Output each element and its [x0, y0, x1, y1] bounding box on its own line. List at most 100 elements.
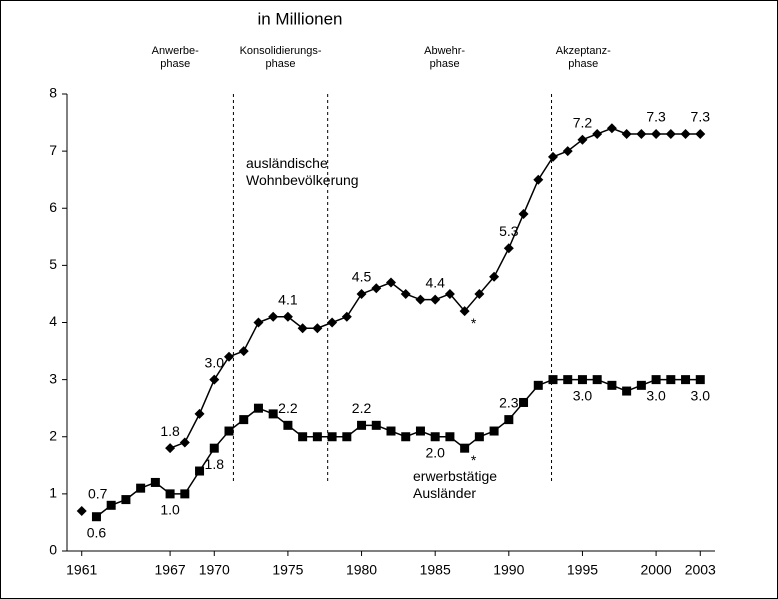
- phase-label: Anwerbe-phase: [151, 45, 199, 70]
- x-tick-label: 1985: [420, 562, 451, 578]
- point: [666, 375, 676, 385]
- annotation: *: [471, 315, 477, 331]
- point: [622, 386, 632, 396]
- data-label: 5.3: [499, 223, 519, 239]
- x-tick-label: 1967: [155, 562, 186, 578]
- point: [518, 208, 529, 219]
- y-tick-label: 8: [49, 85, 57, 101]
- data-label: 2.2: [278, 400, 298, 416]
- point: [533, 380, 543, 390]
- y-tick-label: 2: [49, 427, 57, 443]
- point: [577, 375, 587, 385]
- series-label: ausländische Wohnbevölkerung: [246, 155, 359, 188]
- data-label: 1.8: [205, 456, 225, 472]
- point: [533, 174, 544, 185]
- point: [562, 146, 573, 157]
- point: [195, 466, 205, 476]
- y-tick-label: 1: [49, 485, 57, 501]
- point: [474, 288, 485, 299]
- data-label: 3.0: [646, 387, 666, 403]
- point: [695, 128, 706, 139]
- annotation: *: [471, 452, 477, 468]
- point: [165, 443, 176, 454]
- data-label: 4.1: [278, 291, 298, 307]
- data-label: 0.6: [87, 524, 107, 540]
- point: [371, 283, 382, 294]
- point: [327, 432, 337, 442]
- point: [459, 306, 470, 317]
- point: [430, 432, 440, 442]
- data-label: 2.0: [425, 444, 445, 460]
- point: [519, 397, 529, 407]
- point: [606, 123, 617, 134]
- point: [341, 311, 352, 322]
- point: [577, 134, 588, 145]
- y-tick-label: 7: [49, 142, 57, 158]
- y-tick-label: 6: [49, 199, 57, 215]
- point: [489, 426, 499, 436]
- point: [283, 420, 293, 430]
- data-label: 2.3: [499, 394, 519, 410]
- data-label: 7.3: [691, 109, 711, 125]
- point: [681, 375, 691, 385]
- point: [592, 128, 603, 139]
- point: [239, 415, 249, 425]
- point: [312, 323, 323, 334]
- x-tick-label: 1961: [66, 562, 97, 578]
- y-tick-label: 0: [49, 542, 57, 558]
- chart-title: in Millionen: [257, 9, 342, 28]
- data-label: 2.2: [352, 400, 372, 416]
- point: [224, 351, 234, 362]
- point: [430, 294, 441, 305]
- point: [563, 375, 573, 385]
- data-label: 7.3: [646, 109, 666, 125]
- data-label: 1.0: [160, 502, 180, 518]
- phase-label: Akzeptanz-phase: [555, 45, 611, 70]
- point: [548, 151, 558, 162]
- data-label: 3.0: [691, 387, 711, 403]
- point: [76, 506, 87, 517]
- point: [680, 128, 691, 139]
- point: [238, 346, 249, 357]
- point: [415, 294, 426, 305]
- data-label: 4.4: [425, 274, 445, 290]
- point: [253, 403, 263, 413]
- point: [297, 323, 308, 334]
- data-label: 3.0: [573, 387, 593, 403]
- series-label: erwerbstätige Ausländer: [413, 468, 498, 501]
- x-tick-label: 2003: [685, 562, 716, 578]
- point: [268, 311, 279, 322]
- point: [444, 288, 455, 299]
- point: [651, 375, 661, 385]
- point: [312, 432, 322, 442]
- data-label: 4.5: [352, 269, 372, 285]
- point: [224, 426, 234, 436]
- point: [371, 420, 381, 430]
- point: [504, 415, 514, 425]
- point: [607, 380, 617, 390]
- point: [356, 288, 367, 299]
- point: [121, 495, 131, 505]
- x-tick-label: 1975: [272, 562, 303, 578]
- point: [342, 432, 352, 442]
- point: [415, 426, 425, 436]
- y-tick-label: 4: [49, 313, 57, 329]
- point: [298, 432, 308, 442]
- data-label: 3.0: [205, 354, 225, 370]
- point: [621, 128, 632, 139]
- point: [695, 375, 705, 385]
- x-tick-label: 1970: [199, 562, 230, 578]
- phase-label: Abwehr-phase: [424, 45, 466, 70]
- point: [401, 432, 411, 442]
- point: [136, 483, 146, 493]
- point: [106, 500, 116, 510]
- point: [460, 443, 470, 453]
- x-tick-label: 1990: [493, 562, 524, 578]
- data-label: 1.8: [160, 423, 180, 439]
- point: [282, 311, 293, 322]
- point: [91, 512, 101, 522]
- point: [179, 437, 190, 448]
